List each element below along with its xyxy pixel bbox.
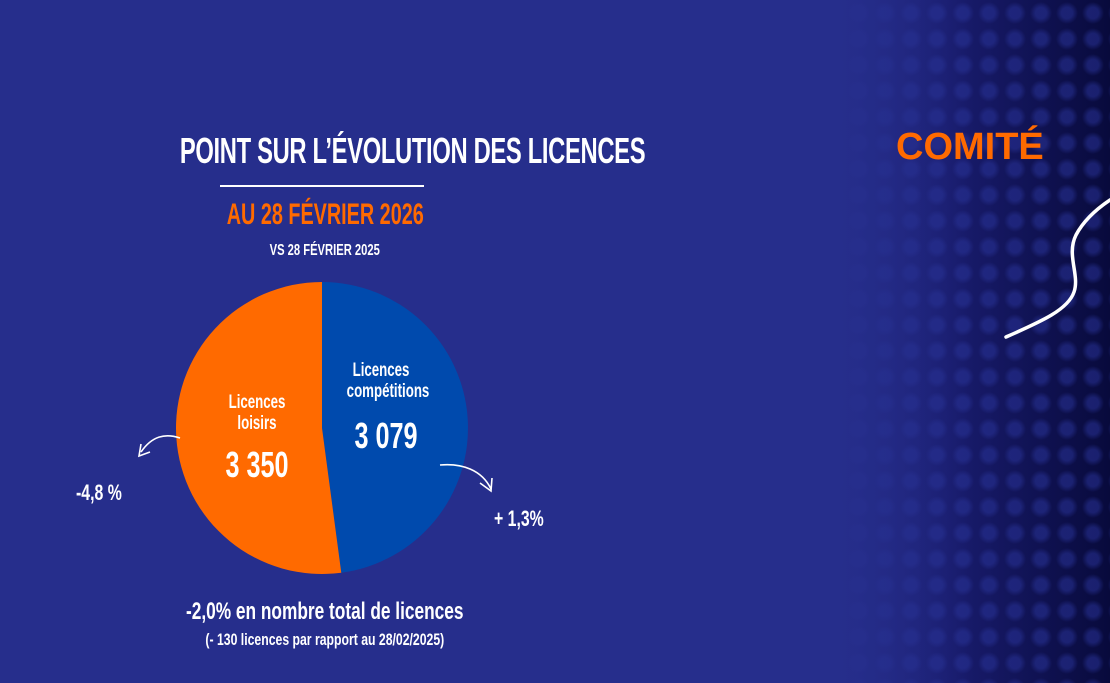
title-divider [220, 185, 424, 187]
brand-label: COMITÉ [896, 126, 1044, 168]
slice-label-loisirs-line1: Licences [229, 392, 286, 413]
page-title-text: POINT SUR L’ÉVOLUTION DES LICENCES [179, 130, 646, 171]
slice-label-competitions-line1: Licences [353, 360, 410, 381]
pie-slice-competitions [322, 282, 469, 573]
arrow-competitions-icon [439, 463, 492, 490]
total-change-text: -2,0% en nombre total de licences [186, 598, 464, 625]
slice-value-competitions: 3 079 [354, 416, 417, 457]
arrow-loisirs-icon [140, 435, 181, 453]
comparison-heading-text: VS 28 FÉVRIER 2025 [269, 242, 381, 259]
background-fade [820, 0, 970, 683]
arrow-loisirs-head-icon [137, 443, 151, 458]
slice-value-loisirs: 3 350 [225, 445, 288, 486]
arrow-competitions-head-icon [479, 477, 493, 493]
date-heading-text: AU 28 FÉVRIER 2026 [226, 198, 424, 231]
slice-label-loisirs-line2: loisirs [237, 413, 276, 434]
date-heading: AU 28 FÉVRIER 2026 [60, 198, 590, 232]
pie-slice-loisirs [176, 282, 342, 574]
total-change-detail-text: (- 130 licences par rapport au 28/02/202… [205, 630, 445, 649]
change-loisirs: -4,8 % [76, 480, 140, 506]
change-competitions: + 1,3% [494, 506, 563, 532]
comparison-heading: VS 28 FÉVRIER 2025 [60, 242, 590, 260]
change-loisirs-text: -4,8 % [76, 480, 122, 505]
change-competitions-text: + 1,3% [494, 506, 544, 531]
total-change-detail: (- 130 licences par rapport au 28/02/202… [60, 630, 590, 650]
swoosh-decoration-icon [1004, 198, 1110, 339]
page-title: POINT SUR L’ÉVOLUTION DES LICENCES [60, 130, 646, 172]
total-change: -2,0% en nombre total de licences [60, 598, 590, 626]
slice-label-competitions-line2: compétitions [347, 381, 430, 402]
